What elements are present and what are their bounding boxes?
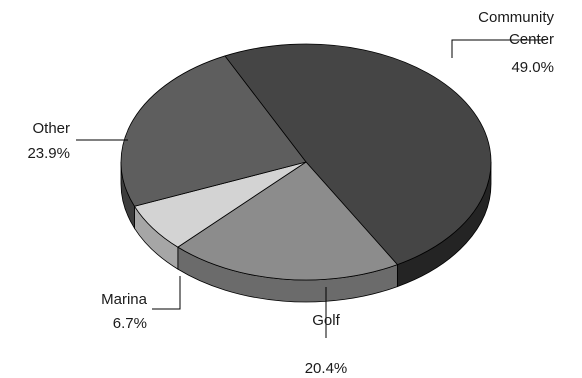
leader-line-marina [152, 276, 181, 310]
slice-name-label-marina: Marina [101, 291, 148, 308]
slice-labels: Community Center 49.0% Golf 20.4% Marina 6.7% O… [27, 9, 554, 377]
leader-line-community-center [451, 39, 545, 58]
slice-value-label-marina: 6.7% [113, 315, 147, 332]
label-leader-lines [76, 39, 545, 338]
slice-value-label-community-center: 49.0% [511, 59, 554, 76]
slice-name-label-community-center: Community [478, 9, 554, 26]
pie-slices [120, 43, 492, 281]
slice-other [120, 55, 307, 207]
slice-community-center [224, 43, 492, 266]
slice-golf [177, 161, 399, 281]
slice-value-label-golf: 20.4% [305, 360, 348, 377]
slice-name-label-other: Other [32, 120, 70, 137]
slice-name-label-community-center: Center [509, 31, 554, 48]
slice-value-label-other: 23.9% [27, 145, 70, 162]
slice-name-label-golf: Golf [312, 312, 340, 329]
